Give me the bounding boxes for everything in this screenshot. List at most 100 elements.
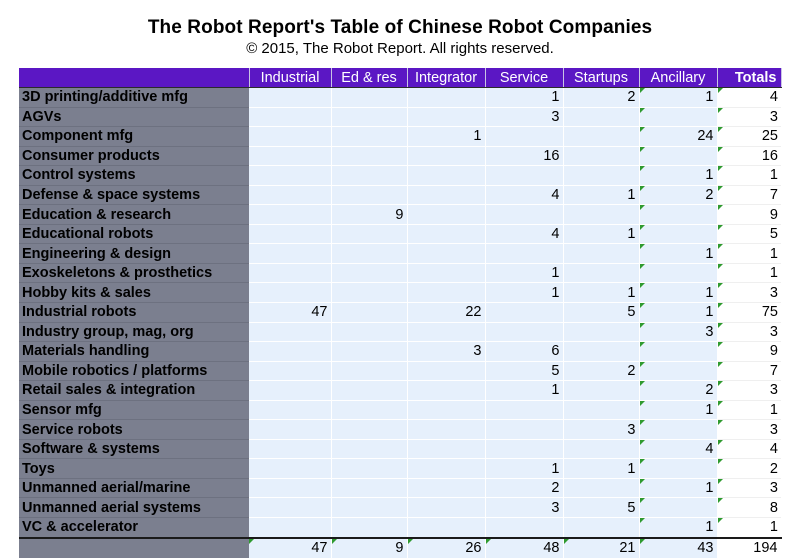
table-cell[interactable] xyxy=(639,341,718,362)
table-cell[interactable] xyxy=(249,87,332,108)
table-cell[interactable] xyxy=(407,165,486,186)
table-cell[interactable] xyxy=(249,165,332,186)
table-cell[interactable] xyxy=(331,107,408,128)
row-total-cell[interactable]: 9 xyxy=(717,204,781,225)
table-cell[interactable] xyxy=(249,107,332,128)
total-cell[interactable]: 48 xyxy=(485,536,564,558)
table-cell[interactable] xyxy=(563,400,640,421)
row-total-cell[interactable]: 1 xyxy=(717,400,781,421)
table-cell[interactable] xyxy=(563,107,640,128)
table-cell[interactable]: 6 xyxy=(485,341,564,362)
table-cell[interactable] xyxy=(249,341,332,362)
table-cell[interactable] xyxy=(331,224,408,245)
row-total-cell[interactable]: 4 xyxy=(717,87,781,108)
table-cell[interactable]: 1 xyxy=(563,282,640,304)
table-cell[interactable] xyxy=(563,243,640,264)
table-cell[interactable]: 1 xyxy=(639,400,718,421)
table-cell[interactable] xyxy=(331,458,408,479)
table-cell[interactable] xyxy=(249,439,332,460)
table-cell[interactable] xyxy=(639,458,718,479)
column-header-startups[interactable]: Startups xyxy=(563,68,640,88)
row-total-cell[interactable]: 25 xyxy=(717,126,781,147)
table-cell[interactable] xyxy=(485,243,564,264)
table-cell[interactable]: 1 xyxy=(485,380,564,401)
table-cell[interactable] xyxy=(485,302,564,323)
table-cell[interactable] xyxy=(563,204,640,225)
table-cell[interactable] xyxy=(485,204,564,225)
table-cell[interactable]: 1 xyxy=(563,458,640,479)
table-cell[interactable] xyxy=(407,517,486,539)
table-cell[interactable] xyxy=(485,165,564,186)
table-cell[interactable] xyxy=(331,243,408,264)
table-cell[interactable] xyxy=(331,517,408,539)
table-cell[interactable] xyxy=(331,419,408,440)
table-cell[interactable]: 47 xyxy=(249,302,332,323)
row-total-cell[interactable]: 8 xyxy=(717,497,781,519)
table-cell[interactable] xyxy=(249,263,332,284)
column-header-ed-res[interactable]: Ed & res xyxy=(331,68,408,88)
column-header-totals[interactable]: Totals xyxy=(717,68,782,88)
table-cell[interactable] xyxy=(485,126,564,147)
column-header-integrator[interactable]: Integrator xyxy=(407,68,486,88)
table-cell[interactable] xyxy=(249,380,332,401)
table-cell[interactable]: 2 xyxy=(639,185,718,206)
row-total-cell[interactable]: 3 xyxy=(717,282,781,304)
table-cell[interactable] xyxy=(249,361,332,382)
row-total-cell[interactable]: 16 xyxy=(717,146,781,167)
table-cell[interactable]: 1 xyxy=(639,282,718,304)
table-cell[interactable] xyxy=(331,400,408,421)
table-cell[interactable]: 9 xyxy=(331,204,408,225)
table-cell[interactable]: 1 xyxy=(407,126,486,147)
table-cell[interactable] xyxy=(563,263,640,284)
total-cell[interactable]: 26 xyxy=(407,536,486,558)
table-cell[interactable]: 2 xyxy=(485,478,564,499)
table-cell[interactable] xyxy=(331,185,408,206)
table-cell[interactable]: 3 xyxy=(639,322,718,343)
table-cell[interactable] xyxy=(249,497,332,519)
table-cell[interactable] xyxy=(331,165,408,186)
table-cell[interactable]: 1 xyxy=(485,87,564,108)
table-cell[interactable] xyxy=(407,224,486,245)
table-cell[interactable]: 5 xyxy=(485,361,564,382)
table-cell[interactable] xyxy=(563,126,640,147)
table-cell[interactable] xyxy=(249,419,332,440)
table-cell[interactable]: 3 xyxy=(485,107,564,128)
table-cell[interactable] xyxy=(563,146,640,167)
table-cell[interactable] xyxy=(331,341,408,362)
row-total-cell[interactable]: 2 xyxy=(717,458,781,479)
table-cell[interactable] xyxy=(407,263,486,284)
row-total-cell[interactable]: 7 xyxy=(717,185,781,206)
table-cell[interactable] xyxy=(485,400,564,421)
table-cell[interactable] xyxy=(639,224,718,245)
row-total-cell[interactable]: 1 xyxy=(717,165,781,186)
row-total-cell[interactable]: 75 xyxy=(717,302,781,323)
table-cell[interactable] xyxy=(331,126,408,147)
table-cell[interactable]: 3 xyxy=(563,419,640,440)
table-cell[interactable] xyxy=(331,282,408,304)
row-total-cell[interactable]: 3 xyxy=(717,107,781,128)
table-cell[interactable]: 1 xyxy=(639,87,718,108)
table-cell[interactable] xyxy=(563,478,640,499)
table-cell[interactable]: 1 xyxy=(485,282,564,304)
row-total-cell[interactable]: 1 xyxy=(717,263,781,284)
total-cell[interactable]: 43 xyxy=(639,536,718,558)
table-cell[interactable] xyxy=(407,400,486,421)
table-cell[interactable]: 5 xyxy=(563,302,640,323)
table-cell[interactable]: 3 xyxy=(407,341,486,362)
table-cell[interactable] xyxy=(639,497,718,519)
table-cell[interactable] xyxy=(331,146,408,167)
table-cell[interactable] xyxy=(249,458,332,479)
table-cell[interactable] xyxy=(249,204,332,225)
table-cell[interactable] xyxy=(331,497,408,519)
table-cell[interactable] xyxy=(249,224,332,245)
total-cell[interactable]: 21 xyxy=(563,536,640,558)
table-cell[interactable]: 1 xyxy=(563,185,640,206)
table-cell[interactable] xyxy=(639,263,718,284)
table-cell[interactable] xyxy=(563,439,640,460)
table-cell[interactable]: 1 xyxy=(563,224,640,245)
table-cell[interactable] xyxy=(639,361,718,382)
table-cell[interactable] xyxy=(639,419,718,440)
table-cell[interactable] xyxy=(407,204,486,225)
total-cell[interactable]: 9 xyxy=(331,536,408,558)
table-cell[interactable] xyxy=(407,439,486,460)
